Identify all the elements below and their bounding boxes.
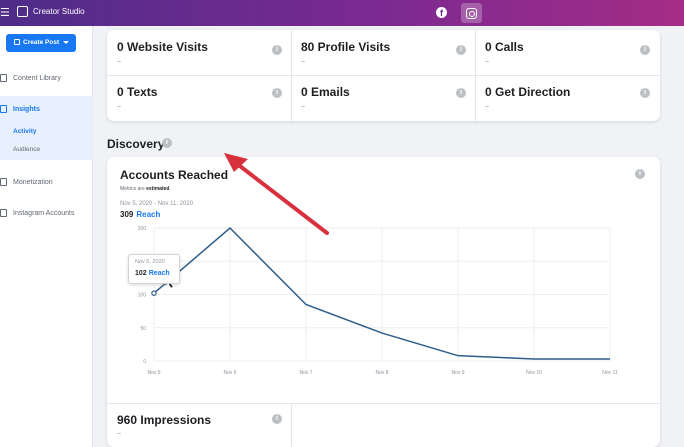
actions-stats-card: 0 Website Visits – i 80 Profile Visits –… bbox=[107, 30, 660, 121]
top-bar: ☰ Creator Studio f bbox=[0, 0, 684, 26]
instagram-tab[interactable] bbox=[461, 3, 482, 23]
stat-change: – bbox=[117, 103, 121, 110]
metrics-note-bold: estimated bbox=[146, 186, 170, 192]
create-post-label: Create Post bbox=[23, 39, 60, 46]
sidebar-item-label: Insights bbox=[13, 106, 40, 113]
info-icon[interactable]: i bbox=[640, 88, 650, 98]
creator-studio-icon bbox=[17, 6, 28, 17]
info-icon[interactable]: i bbox=[456, 88, 466, 98]
chart-tooltip: Nov 5, 2020 102 Reach bbox=[128, 254, 180, 284]
accounts-reached-card: Accounts Reached i Metrics are estimated… bbox=[107, 157, 660, 447]
sidebar-item-label: Content Library bbox=[13, 75, 61, 82]
stat-label: 0 Emails bbox=[301, 85, 350, 99]
reach-total-value: 309 bbox=[120, 210, 134, 219]
date-range: Nov 5, 2020 - Nov 11, 2020 bbox=[120, 201, 193, 207]
stat-get-direction: 0 Get Direction – i bbox=[475, 77, 659, 119]
sidebar-item-label: Instagram Accounts bbox=[13, 210, 75, 217]
stat-change: – bbox=[485, 103, 489, 110]
stat-change: – bbox=[117, 430, 121, 437]
stat-website-visits: 0 Website Visits – i bbox=[107, 32, 291, 74]
instagram-icon bbox=[466, 8, 477, 19]
stat-label: 80 Profile Visits bbox=[301, 40, 391, 54]
info-icon[interactable]: i bbox=[272, 88, 282, 98]
stat-change: – bbox=[301, 103, 305, 110]
sidebar: Create Post Content Library Insights Act… bbox=[0, 26, 93, 447]
info-icon[interactable]: i bbox=[640, 45, 650, 55]
divider bbox=[107, 75, 660, 76]
stat-label: 0 Texts bbox=[117, 85, 158, 99]
monetization-icon bbox=[0, 178, 7, 186]
stat-label: 0 Calls bbox=[485, 40, 524, 54]
stat-change: – bbox=[117, 58, 121, 65]
stat-change: – bbox=[485, 58, 489, 65]
info-icon[interactable]: i bbox=[635, 169, 645, 179]
sidebar-subitem-audience[interactable]: Audience bbox=[13, 146, 41, 153]
facebook-icon[interactable]: f bbox=[436, 7, 447, 18]
tooltip-date: Nov 5, 2020 bbox=[135, 259, 165, 265]
library-icon bbox=[0, 74, 7, 82]
reach-total: 309 Reach bbox=[120, 210, 160, 219]
chevron-down-icon[interactable] bbox=[63, 41, 69, 44]
info-icon[interactable]: i bbox=[272, 45, 282, 55]
accounts-icon bbox=[0, 209, 7, 217]
info-icon[interactable]: i bbox=[456, 45, 466, 55]
info-icon[interactable]: i bbox=[162, 138, 172, 148]
sidebar-subitem-activity[interactable]: Activity bbox=[13, 128, 37, 135]
divider bbox=[291, 403, 292, 447]
insights-section bbox=[0, 96, 93, 160]
chart-title: Accounts Reached bbox=[120, 168, 229, 182]
app-title: Creator Studio bbox=[33, 7, 85, 16]
stat-label: 960 Impressions bbox=[117, 413, 212, 427]
insights-icon bbox=[0, 105, 7, 113]
tooltip-value-label: Reach bbox=[148, 270, 170, 277]
stat-label: 0 Get Direction bbox=[485, 85, 571, 99]
stat-texts: 0 Texts – i bbox=[107, 77, 291, 119]
stat-change: – bbox=[301, 58, 305, 65]
info-icon[interactable]: i bbox=[272, 414, 282, 424]
stat-label: 0 Website Visits bbox=[117, 40, 208, 54]
divider bbox=[107, 403, 660, 404]
compose-icon bbox=[14, 39, 20, 45]
tooltip-value-number: 102 bbox=[135, 270, 147, 277]
metrics-note: Metrics are estimated. bbox=[120, 186, 171, 192]
stat-emails: 0 Emails – i bbox=[291, 77, 475, 119]
menu-icon[interactable]: ☰ bbox=[0, 7, 10, 19]
sidebar-item-label: Monetization bbox=[13, 179, 53, 186]
reach-total-label: Reach bbox=[136, 210, 161, 219]
section-title-discovery: Discovery bbox=[107, 137, 165, 151]
stat-calls: 0 Calls – i bbox=[475, 32, 659, 74]
stat-profile-visits: 80 Profile Visits – i bbox=[291, 32, 475, 74]
create-post-button[interactable]: Create Post bbox=[6, 34, 76, 52]
tooltip-value: 102 Reach bbox=[135, 270, 170, 277]
metrics-note-prefix: Metrics are bbox=[120, 186, 145, 192]
